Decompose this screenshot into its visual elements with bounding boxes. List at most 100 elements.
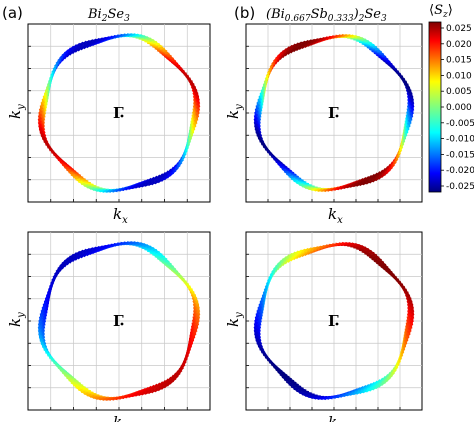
y-axis-label: ky bbox=[6, 312, 27, 327]
spin-arrow bbox=[281, 376, 297, 384]
spin-arrow bbox=[254, 316, 261, 332]
spin-arrow bbox=[69, 250, 81, 264]
gamma-point bbox=[335, 322, 339, 326]
title-b-sub1: 0.667 bbox=[285, 14, 311, 24]
x-axis-label: kx bbox=[113, 413, 128, 422]
colorbar-label-s: S bbox=[434, 3, 443, 18]
spin-arrow bbox=[66, 169, 82, 177]
panels: Γkx ky Γkx ky Γkx ky Γkx ky bbox=[6, 23, 423, 422]
spin-arrow bbox=[66, 44, 78, 58]
spin-arrow bbox=[61, 164, 77, 173]
gamma-point bbox=[335, 114, 339, 118]
gamma-point bbox=[120, 114, 124, 118]
spin-arrow bbox=[156, 257, 172, 265]
spin-arrow bbox=[159, 259, 174, 268]
y-axis-label: ky bbox=[224, 104, 245, 119]
spin-arrow bbox=[163, 374, 175, 389]
spin-arrow bbox=[154, 171, 167, 185]
column-title-b: (Bi0.667Sb0.333)2Se3 bbox=[266, 7, 387, 24]
spin-arrow bbox=[277, 371, 293, 380]
colorbar-tick-label: -0.020 bbox=[446, 166, 474, 176]
spin-arrow bbox=[135, 36, 152, 41]
spin-arrow bbox=[160, 376, 172, 390]
colorbar-tick-label: -0.025 bbox=[446, 182, 474, 192]
spin-arrow bbox=[166, 372, 177, 387]
spin-arrow bbox=[192, 102, 200, 118]
spin-arrow bbox=[406, 316, 412, 332]
colorbar-tick-label: 0.020 bbox=[446, 40, 472, 50]
spin-arrow bbox=[63, 253, 75, 268]
title-b-sub3: 2 bbox=[358, 14, 365, 24]
spin-arrow bbox=[371, 258, 387, 266]
spin-arrow bbox=[38, 319, 45, 336]
spin-arrow bbox=[281, 168, 297, 176]
panel-label-a: (a) bbox=[2, 4, 23, 22]
spin-arrow bbox=[287, 250, 299, 263]
panel-2: Γkx ky bbox=[224, 23, 423, 226]
title-b-close: ) bbox=[353, 7, 359, 22]
spin-arrow bbox=[71, 41, 84, 55]
colorbar-tick-label: 0.015 bbox=[446, 56, 472, 66]
colorbar-label-close: ⟩ bbox=[448, 3, 453, 18]
gamma-label: Γ bbox=[328, 312, 339, 330]
spin-arrow bbox=[192, 310, 200, 326]
spin-arrow bbox=[193, 306, 200, 323]
spin-arrow bbox=[284, 251, 296, 265]
spin-arrow bbox=[279, 373, 295, 382]
spin-arrow bbox=[64, 374, 79, 383]
spin-arrow bbox=[192, 108, 198, 124]
spin-arrow bbox=[279, 165, 295, 174]
spin-arrow bbox=[161, 53, 177, 62]
spin-arrow bbox=[378, 374, 389, 388]
spin-arrow bbox=[161, 261, 177, 270]
spin-arrow bbox=[64, 166, 79, 175]
colorbar: ⟨Sz⟩ 0.025 0.020 0.015 0.010 0.005 0.000 -0.00… bbox=[428, 3, 474, 193]
colorbar-tick-label: -0.015 bbox=[446, 150, 474, 160]
gamma-label: Γ bbox=[113, 312, 124, 330]
colorbar-tick-label: 0.005 bbox=[446, 87, 472, 97]
spin-arrow bbox=[254, 108, 261, 124]
spin-arrow bbox=[371, 50, 387, 58]
x-axis-label: kx bbox=[328, 205, 343, 226]
spin-arrow bbox=[86, 185, 103, 190]
spin-arrow bbox=[135, 244, 152, 249]
spin-arrow bbox=[281, 44, 293, 59]
spin-arrow bbox=[256, 310, 262, 326]
colorbar-label-sub: z bbox=[442, 10, 448, 20]
spin-arrow bbox=[287, 42, 299, 55]
title-b-sub2: 0.333 bbox=[328, 14, 354, 24]
spin-arrow bbox=[256, 102, 262, 118]
colorbar-ticks: 0.025 0.020 0.015 0.010 0.005 0.000 -0.005 -0.0… bbox=[441, 24, 474, 192]
spin-arrow bbox=[86, 393, 103, 398]
spin-arrow bbox=[157, 378, 169, 392]
gamma-point bbox=[120, 322, 124, 326]
title-a-mid: Se bbox=[107, 7, 124, 22]
spin-arrow bbox=[166, 164, 177, 179]
colorbar-tick-label: -0.010 bbox=[446, 135, 474, 145]
spin-arrow bbox=[63, 45, 75, 60]
title-a-sub1: 2 bbox=[101, 14, 108, 24]
spin-arrow bbox=[66, 377, 82, 385]
title-b-mid: Sb bbox=[311, 7, 328, 22]
x-axis-label: kx bbox=[328, 413, 343, 422]
spin-arrow bbox=[378, 166, 389, 180]
panel-3: Γkx ky bbox=[6, 231, 211, 422]
spin-arrow bbox=[375, 375, 387, 390]
spin-arrow bbox=[255, 313, 262, 329]
panel-1: Γkx ky bbox=[6, 23, 211, 226]
title-a-base: Bi bbox=[87, 7, 102, 22]
spin-arrow bbox=[61, 372, 77, 381]
spin-arrow bbox=[369, 379, 381, 392]
spin-arrow bbox=[156, 49, 172, 57]
spin-arrow bbox=[38, 108, 46, 124]
spin-arrow bbox=[39, 313, 46, 329]
column-title-a: Bi2Se3 bbox=[87, 7, 130, 24]
spin-arrow bbox=[154, 379, 167, 393]
colorbar-tick-label: 0.000 bbox=[446, 103, 472, 113]
x-axis-label: kx bbox=[113, 205, 128, 226]
spin-arrow bbox=[66, 252, 78, 266]
spin-arrow bbox=[369, 171, 381, 184]
spin-arrow bbox=[373, 52, 389, 61]
spin-arrow bbox=[407, 310, 414, 326]
